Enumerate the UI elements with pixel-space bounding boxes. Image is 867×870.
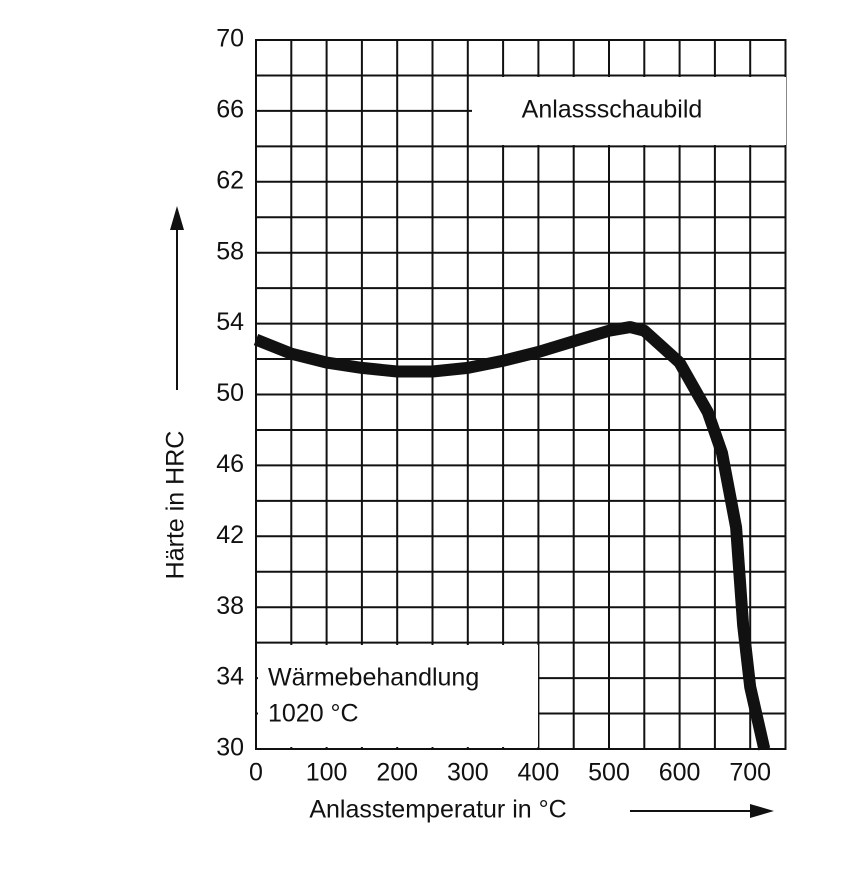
y-tick-label: 58	[216, 237, 244, 265]
grid-layer	[255, 39, 787, 750]
y-tick-label: 70	[216, 25, 244, 53]
y-tick-label: 34	[216, 663, 244, 691]
y-axis-label: Härte in HRC	[162, 431, 190, 580]
plot-frame	[255, 39, 787, 750]
y-tick-label: 66	[216, 96, 244, 124]
x-tick-label: 100	[306, 759, 348, 787]
y-tick-label: 42	[216, 521, 244, 549]
x-tick-label: 200	[376, 759, 418, 787]
y-tick-label: 62	[216, 166, 244, 194]
y-tick-label: 54	[216, 308, 244, 336]
annotation: Anlassschaubild	[522, 96, 703, 124]
y-tick-label: 38	[216, 592, 244, 620]
annotation-box	[258, 645, 538, 747]
x-tick-label: 400	[518, 759, 560, 787]
axis-arrow-head	[170, 206, 184, 230]
x-tick-label: 300	[447, 759, 489, 787]
data-line	[253, 321, 771, 751]
x-tick-label: 700	[729, 759, 771, 787]
axis-arrow-head	[750, 804, 774, 818]
y-tick-label: 50	[216, 379, 244, 407]
annotation-box	[472, 77, 786, 145]
x-tick-label: 0	[249, 759, 263, 787]
annotation: Wärmebehandlung	[268, 664, 479, 692]
y-tick-label: 46	[216, 450, 244, 478]
x-tick-label: 600	[659, 759, 701, 787]
y-tick-label: 30	[216, 734, 244, 762]
annotation: 1020 °C	[268, 700, 359, 728]
x-axis-label: Anlasstemperatur in °C	[309, 796, 566, 824]
x-tick-label: 500	[588, 759, 630, 787]
